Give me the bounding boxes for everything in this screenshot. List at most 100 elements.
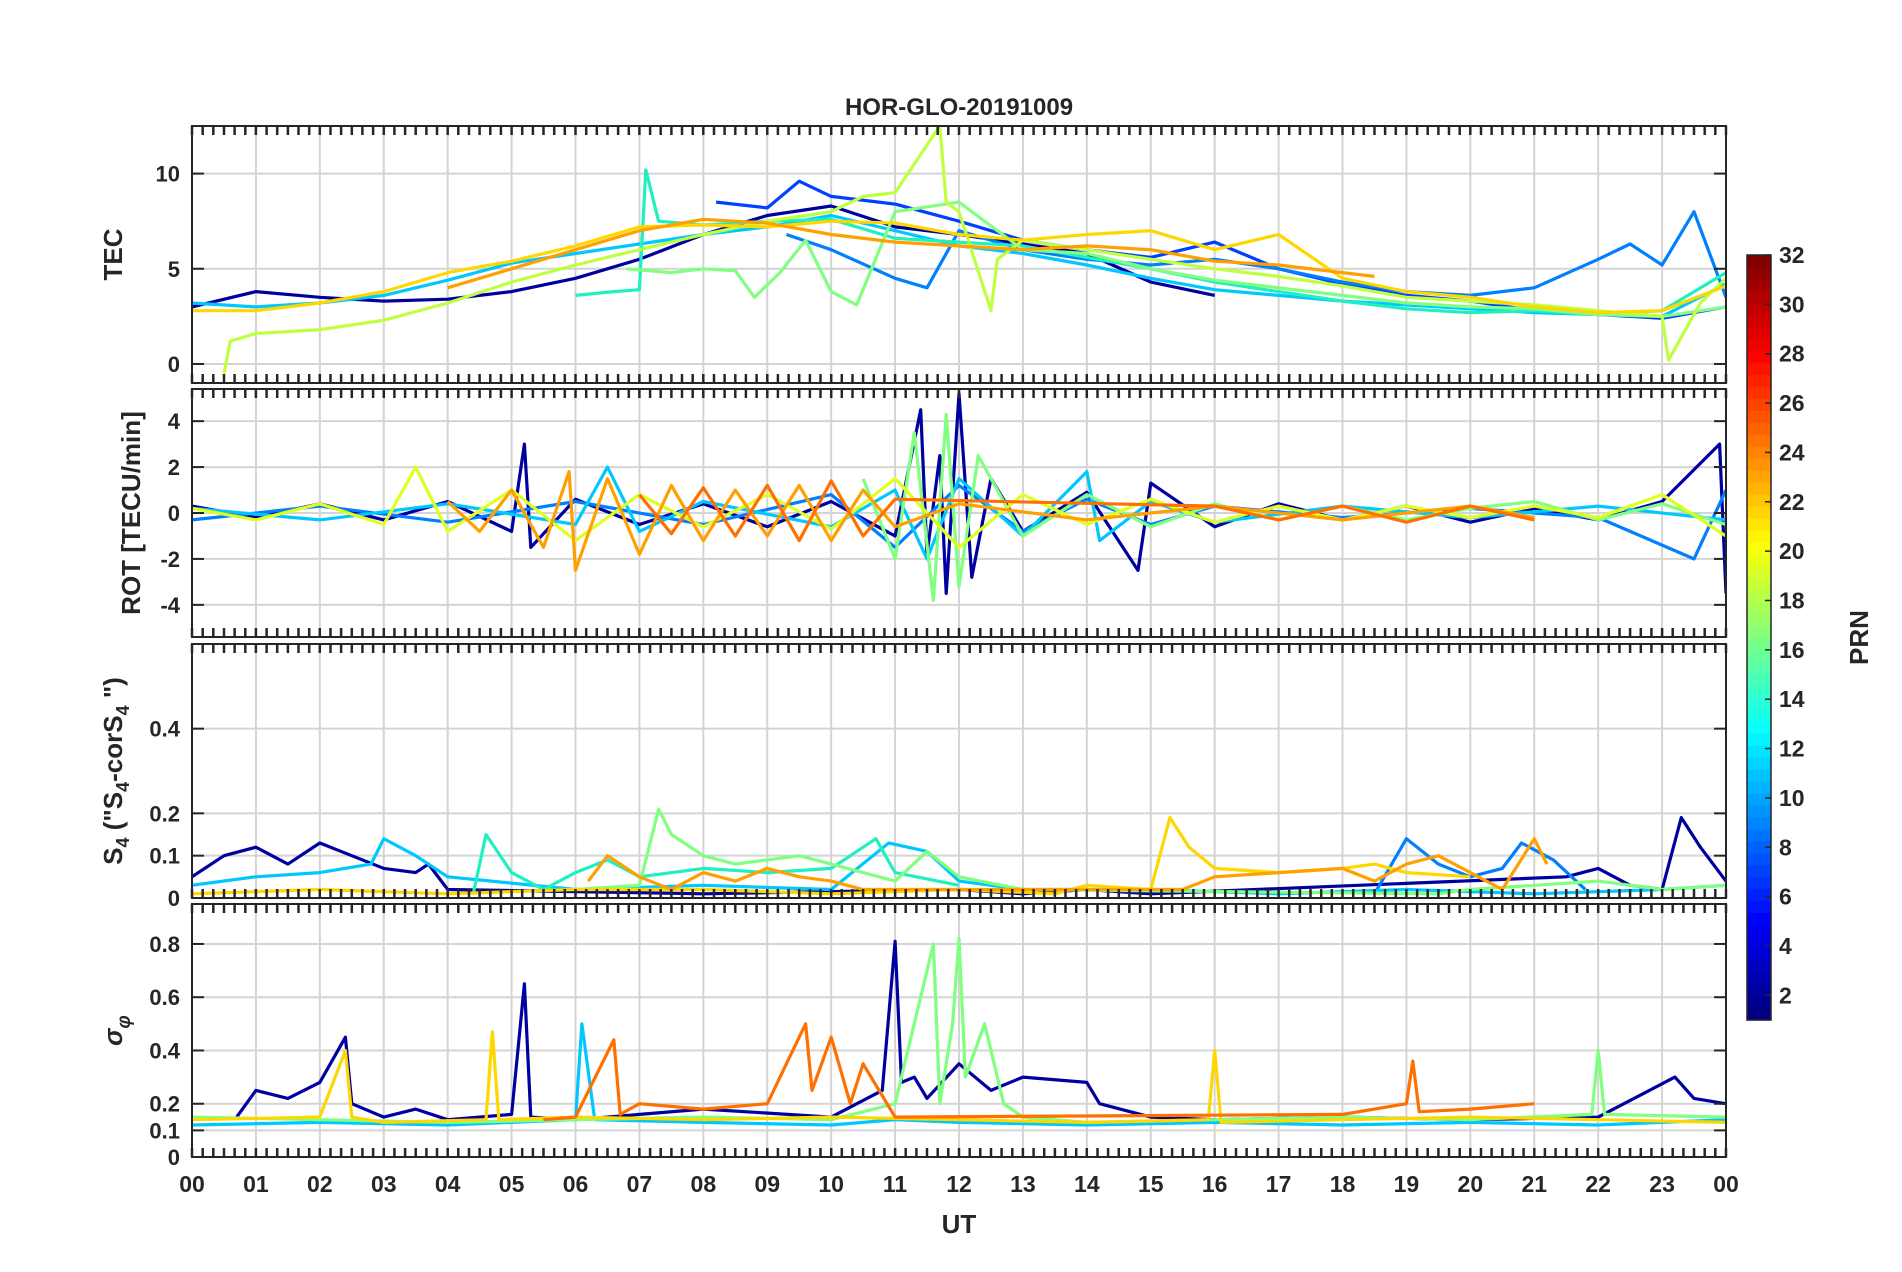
panel-rot: -4 -2 0 2 4 ROT [TECU/min] — [116, 388, 1728, 638]
x-tick-label: 04 — [435, 1171, 461, 1197]
series-prn-19 — [192, 465, 1726, 550]
x-tick-label: 08 — [691, 1171, 717, 1197]
colorbar-band — [1747, 302, 1771, 316]
colorbar-band — [1747, 661, 1771, 674]
colorbar-band — [1747, 314, 1771, 328]
colorbar-band — [1747, 553, 1771, 567]
colorbar-band — [1747, 350, 1771, 364]
x-tick-label: 00 — [179, 1171, 205, 1197]
colorbar-tick-label: 4 — [1779, 933, 1792, 959]
panel-tec: 0 5 10 TEC — [98, 125, 1728, 384]
y-axis-label: σφ — [98, 1015, 135, 1046]
series-prn-22 — [447, 217, 1375, 290]
colorbar-band — [1747, 888, 1771, 902]
colorbar-band — [1747, 266, 1771, 280]
colorbar-band — [1747, 912, 1771, 925]
y-axis-label: S4 ("S4-corS4 ") — [98, 677, 133, 865]
y-tick-label: 0 — [168, 352, 180, 377]
y-tick-label: -4 — [160, 593, 180, 618]
x-tick-label: 07 — [627, 1171, 653, 1197]
colorbar-tick-label: 20 — [1779, 538, 1805, 564]
y-tick-label: 0.4 — [149, 1038, 180, 1063]
colorbar-band — [1747, 984, 1771, 997]
colorbar-band — [1747, 768, 1771, 782]
x-tick-label: 15 — [1138, 1171, 1164, 1197]
y-tick-label: 0.2 — [149, 1092, 180, 1117]
series-group — [192, 392, 1726, 602]
series-prn-21 — [192, 1030, 1726, 1125]
colorbar-band — [1747, 972, 1771, 985]
colorbar-tick-label: 26 — [1779, 390, 1805, 416]
colorbar-band — [1747, 948, 1771, 961]
colorbar-band — [1747, 362, 1771, 376]
colorbar-band — [1747, 852, 1771, 866]
colorbar-band — [1747, 613, 1771, 627]
colorbar-band — [1747, 900, 1771, 914]
y-tick-label: 0.6 — [149, 985, 180, 1010]
series-prn-21 — [192, 219, 1726, 315]
colorbar-band — [1747, 721, 1771, 734]
colorbar-band — [1747, 697, 1771, 710]
series-prn-24 — [638, 479, 1535, 543]
minor-ticks — [190, 126, 1728, 383]
colorbar-band — [1747, 1008, 1771, 1021]
colorbar-band — [1747, 482, 1771, 495]
y-tick-label: 0.2 — [149, 801, 180, 826]
y-tick-label: -2 — [160, 547, 180, 572]
colorbar-tick-label: 32 — [1779, 242, 1805, 268]
chart-title: HOR-GLO-20191009 — [845, 94, 1073, 121]
colorbar-tick-label: 22 — [1779, 489, 1805, 515]
colorbar-band — [1747, 649, 1771, 662]
colorbar-band — [1747, 434, 1771, 447]
colorbar-band — [1747, 757, 1771, 770]
colorbar-band — [1747, 517, 1771, 531]
series-group — [192, 126, 1726, 374]
colorbar-tick-label: 2 — [1779, 982, 1792, 1008]
x-tick-labels: 00 01 02 03 04 05 06 07 08 09 10 11 12 13 14 15 16 17 18 19… — [179, 1171, 1739, 1197]
colorbar-band — [1747, 864, 1771, 878]
colorbar-tick-label: 8 — [1779, 834, 1792, 860]
series-prn-24 — [543, 1022, 1535, 1122]
x-tick-label: 21 — [1521, 1171, 1547, 1197]
series-prn-17 — [575, 807, 1726, 896]
colorbar-band — [1747, 792, 1771, 806]
colorbar-band — [1747, 529, 1771, 543]
series-prn-18 — [222, 126, 1726, 374]
colorbar-band — [1747, 816, 1771, 830]
colorbar-band — [1747, 577, 1771, 591]
colorbar-tick-label: 10 — [1779, 785, 1805, 811]
colorbar-tick-label: 12 — [1779, 736, 1805, 762]
x-tick-label: 16 — [1202, 1171, 1228, 1197]
x-tick-label: 02 — [307, 1171, 333, 1197]
minor-ticks — [190, 644, 1728, 898]
colorbar-band — [1747, 565, 1771, 579]
y-tick-label: 2 — [168, 455, 180, 480]
colorbar-band — [1747, 637, 1771, 651]
colorbar-band — [1747, 386, 1771, 400]
x-tick-label: 22 — [1585, 1171, 1611, 1197]
colorbar-band — [1747, 506, 1771, 519]
colorbar-band — [1747, 828, 1771, 842]
colorbar-tick-label: 16 — [1779, 637, 1805, 663]
minor-ticks — [190, 389, 1728, 637]
y-tick-label: 4 — [168, 409, 181, 434]
x-tick-label: 11 — [883, 1171, 908, 1197]
colorbar-band — [1747, 924, 1771, 937]
colorbar-band — [1747, 446, 1771, 459]
colorbar-band — [1747, 278, 1771, 292]
colorbar-band — [1747, 422, 1771, 435]
colorbar-band — [1747, 541, 1771, 555]
y-tick-label: 0.8 — [149, 932, 180, 957]
minor-ticks — [190, 904, 1728, 1157]
colorbar-band — [1747, 255, 1771, 268]
y-tick-label: 0 — [168, 1145, 180, 1170]
x-tick-label: 17 — [1266, 1171, 1292, 1197]
colorbar-band — [1747, 780, 1771, 794]
x-tick-label: 19 — [1394, 1171, 1420, 1197]
colorbar-band — [1747, 398, 1771, 411]
x-tick-label: 06 — [563, 1171, 589, 1197]
colorbar-tick-label: 14 — [1779, 686, 1805, 712]
y-tick-label: 10 — [156, 162, 180, 187]
